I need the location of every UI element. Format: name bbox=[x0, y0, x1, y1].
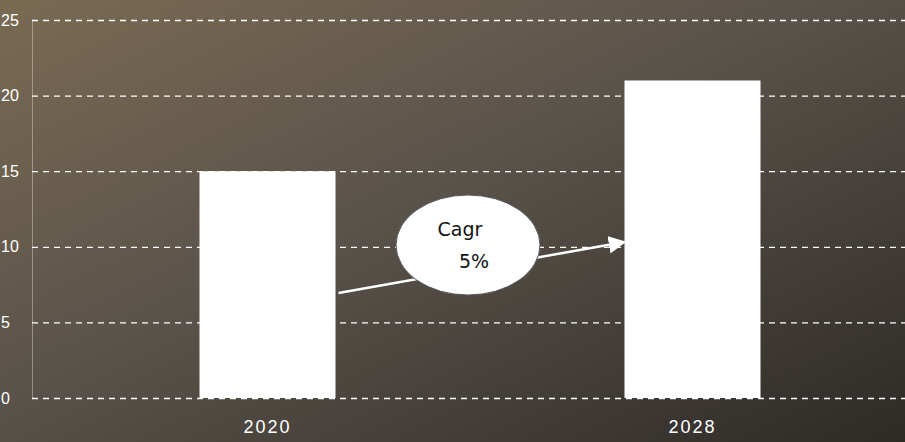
y-tick: 20 bbox=[1, 87, 905, 104]
y-tick-label: 5 bbox=[1, 314, 10, 331]
x-tick: 2020 bbox=[243, 398, 291, 437]
y-tick-label: 20 bbox=[1, 87, 19, 104]
x-tick: 2028 bbox=[668, 398, 716, 437]
x-axis: 2020 2028 bbox=[56, 398, 905, 437]
grid-line bbox=[32, 398, 905, 399]
grid-line bbox=[32, 171, 905, 172]
y-axis: 0 5 10 15 20 25 bbox=[1, 12, 905, 407]
grid-line bbox=[32, 322, 905, 323]
y-tick: 5 bbox=[1, 314, 905, 331]
x-tick-label: 2028 bbox=[668, 417, 716, 437]
y-tick-label: 0 bbox=[1, 390, 10, 407]
annotation-text: Cagr bbox=[438, 218, 483, 240]
y-tick: 25 bbox=[1, 12, 905, 29]
bars bbox=[200, 80, 761, 398]
y-tick-label: 15 bbox=[1, 163, 19, 180]
bar bbox=[625, 80, 761, 398]
bar bbox=[200, 171, 336, 398]
x-axis-line bbox=[56, 398, 905, 399]
y-tick-label: 25 bbox=[1, 12, 19, 29]
grid-line bbox=[32, 20, 905, 21]
annotation: Cagr 5% bbox=[339, 195, 625, 295]
y-axis-line bbox=[32, 21, 33, 399]
annotation-bubble bbox=[396, 195, 540, 295]
chart: 0 5 10 15 20 25 2020 2028 Cagr 5% bbox=[0, 0, 905, 442]
y-tick: 15 bbox=[1, 163, 905, 180]
annotation-text: 5% bbox=[459, 250, 489, 272]
x-tick-label: 2020 bbox=[243, 417, 291, 437]
grid-line bbox=[32, 95, 905, 96]
y-tick: 0 bbox=[1, 390, 905, 407]
y-tick-label: 10 bbox=[1, 238, 19, 255]
background bbox=[0, 0, 905, 442]
